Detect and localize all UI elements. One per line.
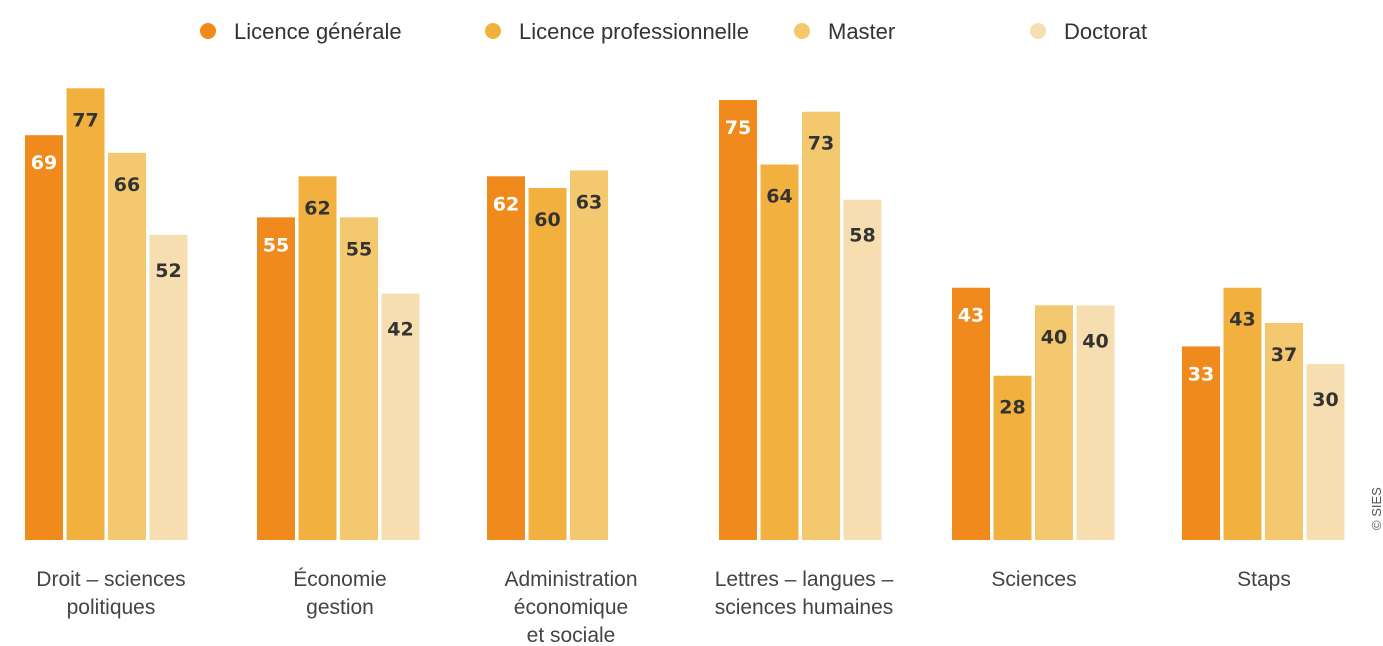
value-label-0-0: 69 bbox=[31, 152, 57, 174]
bar-3-0 bbox=[719, 100, 757, 540]
bar-0-0 bbox=[25, 135, 63, 540]
value-label-5-0: 33 bbox=[1188, 363, 1214, 385]
value-label-0-3: 52 bbox=[155, 260, 181, 282]
bar-2-1 bbox=[528, 188, 567, 540]
category-labels-group: Droit – sciences politiques Économie gestio… bbox=[36, 568, 1291, 646]
category-label-3-line-0: Lettres – langues – bbox=[715, 568, 894, 591]
category-label-1-line-0: Économie bbox=[293, 568, 386, 591]
value-label-1-1: 62 bbox=[304, 197, 330, 219]
value-labels-group: 69 77 66 52 55 62 55 42 62 60 63 75 64 73 58 43 28 40 40 33… bbox=[31, 109, 1339, 418]
value-label-4-2: 40 bbox=[1041, 326, 1067, 348]
bar-5-0 bbox=[1182, 346, 1220, 540]
category-label-3-line-1: sciences humaines bbox=[715, 596, 894, 619]
category-label-1-line-1: gestion bbox=[306, 596, 374, 619]
value-label-1-2: 55 bbox=[346, 238, 372, 260]
source-credit: © SIES bbox=[1369, 487, 1383, 530]
bar-0-3 bbox=[149, 234, 188, 540]
value-label-2-0: 62 bbox=[493, 193, 519, 215]
value-label-5-2: 37 bbox=[1271, 344, 1297, 366]
value-label-4-3: 40 bbox=[1082, 330, 1108, 352]
chart-legend: Licence générale Licence professionnelle M… bbox=[200, 19, 1147, 44]
legend-marker-1 bbox=[485, 23, 501, 39]
legend-label-0: Licence générale bbox=[234, 19, 402, 44]
value-label-0-1: 77 bbox=[72, 109, 98, 131]
value-label-3-0: 75 bbox=[725, 117, 751, 139]
value-label-3-3: 58 bbox=[849, 225, 875, 247]
bars-group bbox=[25, 88, 1345, 541]
legend-marker-2 bbox=[794, 23, 810, 39]
category-label-2-line-2: et sociale bbox=[527, 624, 616, 646]
value-label-0-2: 66 bbox=[114, 174, 140, 196]
value-label-2-1: 60 bbox=[534, 209, 560, 231]
bar-0-2 bbox=[108, 152, 146, 541]
category-label-0-line-1: politiques bbox=[67, 596, 156, 619]
bar-2-0 bbox=[487, 176, 525, 540]
value-label-4-0: 43 bbox=[958, 305, 984, 327]
bar-2-2 bbox=[570, 170, 608, 540]
bar-3-2 bbox=[802, 111, 840, 540]
bar-3-3 bbox=[843, 199, 882, 540]
bar-4-1 bbox=[993, 375, 1032, 540]
legend-marker-3 bbox=[1030, 23, 1046, 39]
legend-label-2: Master bbox=[828, 19, 895, 44]
value-label-1-0: 55 bbox=[263, 234, 289, 256]
bar-4-2 bbox=[1035, 305, 1073, 540]
value-label-4-1: 28 bbox=[999, 397, 1025, 419]
value-label-2-2: 63 bbox=[576, 191, 602, 213]
value-label-3-2: 73 bbox=[808, 133, 834, 155]
bar-1-3 bbox=[381, 293, 420, 540]
legend-label-1: Licence professionnelle bbox=[519, 19, 749, 44]
bar-1-1 bbox=[298, 176, 337, 540]
legend-label-3: Doctorat bbox=[1064, 19, 1147, 44]
value-label-5-1: 43 bbox=[1229, 309, 1255, 331]
category-label-2-line-0: Administration bbox=[504, 568, 637, 591]
bar-5-1 bbox=[1223, 287, 1262, 540]
category-label-5-line-0: Staps bbox=[1237, 568, 1291, 591]
bar-5-2 bbox=[1265, 322, 1303, 540]
value-label-5-3: 30 bbox=[1312, 389, 1338, 411]
value-label-3-1: 64 bbox=[766, 186, 792, 208]
bar-1-0 bbox=[257, 217, 295, 541]
value-label-1-3: 42 bbox=[387, 319, 413, 341]
bar-4-0 bbox=[952, 287, 990, 540]
bar-3-1 bbox=[760, 164, 799, 541]
bar-5-3 bbox=[1306, 364, 1345, 540]
category-label-0-line-0: Droit – sciences bbox=[36, 568, 185, 591]
legend-marker-0 bbox=[200, 23, 216, 39]
category-label-4-line-0: Sciences bbox=[991, 568, 1076, 591]
bar-4-3 bbox=[1076, 305, 1115, 540]
bar-1-2 bbox=[340, 217, 378, 541]
bar-0-1 bbox=[66, 88, 105, 541]
category-label-2-line-1: économique bbox=[514, 596, 628, 619]
